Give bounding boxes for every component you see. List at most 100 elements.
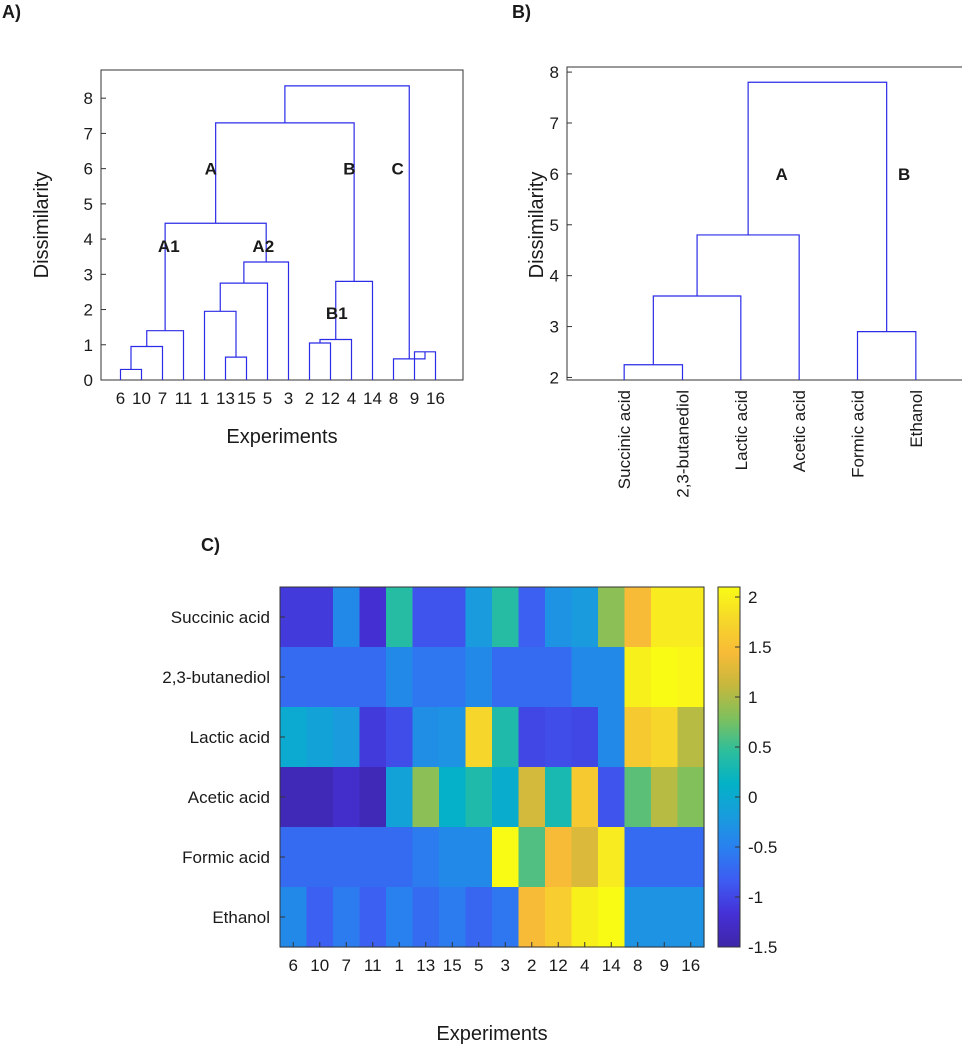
heatmap-cell — [492, 707, 520, 768]
heatmap-row-label: Formic acid — [182, 848, 270, 867]
colorbar-tick-label: -1 — [748, 888, 763, 907]
leaf-label: 8 — [389, 389, 398, 408]
leaf-label: 2 — [305, 389, 314, 408]
cluster-label: B — [343, 160, 355, 179]
leaf-label: 7 — [158, 389, 167, 408]
leaf-label: 1 — [200, 389, 209, 408]
heatmap-cell — [624, 887, 652, 948]
heatmap-cell — [598, 767, 626, 828]
heatmap-column-label: 9 — [660, 956, 669, 975]
heatmap-column-label: 5 — [474, 956, 483, 975]
colorbar-frame — [717, 586, 741, 948]
heatmap-column-label: 16 — [681, 956, 700, 975]
panel-label-b: B) — [512, 2, 531, 22]
heatmap-cell — [333, 707, 361, 768]
leaf-label: 10 — [132, 389, 151, 408]
heatmap-cell — [651, 767, 679, 828]
heatmap-column-label: 1 — [395, 956, 404, 975]
heatmap-cell — [651, 647, 679, 708]
heatmap-cell — [651, 587, 679, 648]
cluster-label: A2 — [252, 237, 274, 256]
heatmap-cell — [624, 827, 652, 888]
panel-b-dendrogram: 2 3 4 5 6 7 8 Succinic acid 2,3-butanediol Lacti… — [526, 63, 962, 498]
heatmap-column-label: 14 — [602, 956, 621, 975]
heatmap-cell — [386, 587, 414, 648]
heatmap-cell — [598, 827, 626, 888]
dendrogram-link — [203, 310, 237, 380]
heatmap-column-label: 15 — [443, 956, 462, 975]
heatmap-column-label: 2 — [527, 956, 536, 975]
dendrogram-link — [335, 280, 374, 380]
heatmap-row-label: Succinic acid — [171, 608, 270, 627]
heatmap-column-label: 8 — [633, 956, 642, 975]
heatmap-cell — [677, 827, 705, 888]
cluster-label: A — [776, 165, 788, 184]
panel-label-a: A) — [2, 2, 21, 22]
colorbar-tick-label: 2 — [748, 588, 757, 607]
panel-c-heatmap: Succinic acid 2,3-butanediol Lactic acid Ac… — [162, 586, 777, 1045]
heatmap-cell — [412, 647, 440, 708]
y-tick-label: 2 — [550, 368, 559, 387]
y-tick-label: 4 — [550, 267, 559, 286]
leaf-label: 15 — [237, 389, 256, 408]
leaf-label: 2,3-butanediol — [674, 390, 693, 498]
heatmap-row-labels: Succinic acid 2,3-butanediol Lactic acid Ac… — [162, 608, 285, 927]
heatmap-cell — [598, 887, 626, 948]
heatmap-cell — [545, 827, 573, 888]
heatmap-cell — [359, 647, 387, 708]
heatmap-cell — [386, 647, 414, 708]
panel-b-axes-frame — [566, 66, 962, 381]
heatmap-cell — [465, 827, 493, 888]
cluster-label: A1 — [158, 237, 180, 256]
dendrogram-link — [164, 222, 267, 331]
heatmap-cell — [545, 887, 573, 948]
heatmap-cell — [545, 587, 573, 648]
heatmap-cell — [333, 647, 361, 708]
dendrogram-link — [413, 351, 437, 380]
y-tick-label: 0 — [84, 371, 93, 390]
heatmap-cell — [677, 647, 705, 708]
heatmap-cell — [412, 887, 440, 948]
dendrogram-link — [308, 342, 332, 380]
y-tick-label: 6 — [84, 160, 93, 179]
heatmap-cell — [333, 887, 361, 948]
heatmap-cell — [571, 827, 599, 888]
heatmap-cell — [624, 647, 652, 708]
heatmap-cell — [492, 587, 520, 648]
dendrogram-link — [856, 331, 917, 380]
dendrogram-link — [284, 85, 410, 359]
heatmap-cell — [386, 767, 414, 828]
dendrogram-link — [747, 81, 888, 332]
y-tick-label: 4 — [84, 230, 93, 249]
leaf-label: 14 — [363, 389, 382, 408]
leaf-label: 12 — [321, 389, 340, 408]
heatmap-column-label: 12 — [549, 956, 568, 975]
heatmap-cell — [465, 647, 493, 708]
heatmap-cell — [598, 647, 626, 708]
heatmap-cell — [333, 767, 361, 828]
dendrogram-link — [319, 338, 353, 380]
heatmap-cell — [412, 707, 440, 768]
heatmap-cell — [492, 647, 520, 708]
y-tick-label: 3 — [84, 265, 93, 284]
leaf-label: 9 — [410, 389, 419, 408]
panel-b-links — [623, 81, 917, 380]
heatmap-cell — [359, 887, 387, 948]
heatmap-cell — [465, 707, 493, 768]
heatmap-cell — [677, 707, 705, 768]
dendrogram-link — [119, 368, 143, 380]
dendrogram-link — [652, 295, 742, 380]
cluster-label: B1 — [326, 304, 348, 323]
leaf-label: 13 — [216, 389, 235, 408]
leaf-label: Formic acid — [849, 390, 868, 478]
heatmap-cell — [465, 887, 493, 948]
heatmap-cell — [439, 707, 467, 768]
heatmap-cell — [545, 647, 573, 708]
leaf-label: 5 — [263, 389, 272, 408]
dendrogram-link — [224, 356, 248, 380]
leaf-label: Ethanol — [907, 390, 926, 448]
dendrogram-link — [392, 351, 426, 380]
heatmap-cell — [492, 767, 520, 828]
panel-b-leaf-labels: Succinic acid 2,3-butanediol Lactic acid Ac… — [615, 390, 926, 498]
heatmap-cell — [359, 707, 387, 768]
